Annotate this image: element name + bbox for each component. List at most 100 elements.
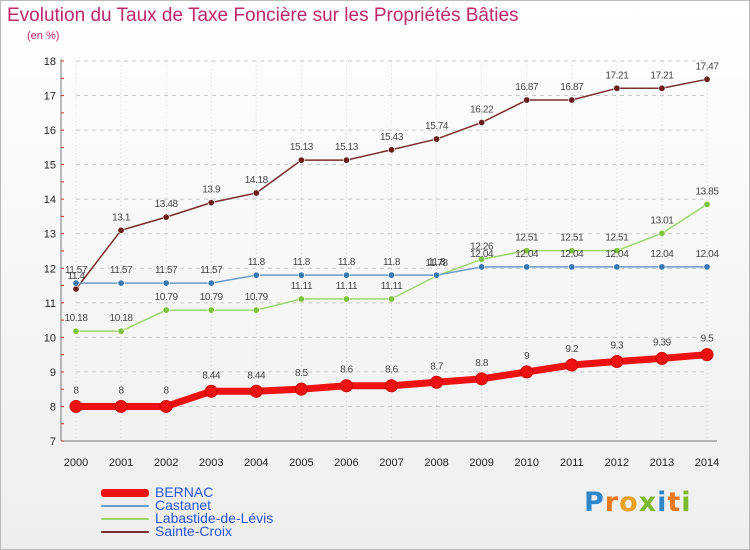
data-label: 12.51: [605, 233, 629, 244]
data-label: 9.39: [653, 337, 672, 348]
data-label: 16.87: [515, 82, 539, 93]
y-tick-label: 17: [44, 91, 56, 103]
data-point: [387, 146, 395, 154]
x-tick-label: 2014: [695, 457, 719, 469]
data-point: [252, 189, 260, 197]
legend-label: Labastide-de-Lévis: [155, 510, 274, 526]
data-point: [342, 295, 350, 303]
data-point: [159, 399, 173, 413]
legend-label: BERNAC: [155, 484, 214, 500]
y-tick-label: 15: [44, 160, 56, 172]
data-label: 12.04: [560, 249, 584, 260]
data-label: 11.8: [383, 257, 401, 268]
data-point: [162, 306, 170, 314]
data-label: 11.8: [248, 257, 266, 268]
logo-letter: r: [604, 487, 620, 518]
y-tick-label: 7: [50, 436, 56, 448]
data-point: [658, 84, 666, 92]
data-point: [565, 358, 579, 372]
data-point: [207, 306, 215, 314]
data-label: 13.9: [202, 185, 221, 196]
data-point: [613, 84, 621, 92]
data-label: 11.57: [155, 265, 178, 276]
data-point: [342, 271, 350, 279]
x-tick-label: 2005: [289, 457, 313, 469]
data-label: 17.21: [650, 70, 674, 81]
x-tick-label: 2000: [64, 457, 88, 469]
data-label: 8.8: [475, 358, 489, 369]
data-point: [72, 285, 80, 293]
x-tick-label: 2007: [379, 457, 403, 469]
y-tick-label: 8: [50, 401, 56, 413]
y-tick-label: 13: [44, 229, 56, 241]
data-label: 8.5: [295, 368, 309, 379]
data-label: 16.22: [470, 104, 494, 115]
data-point: [207, 199, 215, 207]
data-point: [162, 213, 170, 221]
data-point: [252, 306, 260, 314]
legend-item: Castanet: [101, 497, 273, 513]
y-tick-label: 9: [50, 367, 56, 379]
proxiti-logo: Proxiti: [584, 487, 692, 518]
data-label: 11.8: [293, 257, 311, 268]
data-label: 14.18: [245, 175, 269, 186]
data-point: [703, 200, 711, 208]
data-point: [387, 271, 395, 279]
data-label: 13.48: [155, 199, 179, 210]
data-label: 15.74: [425, 121, 449, 132]
y-tick-label: 16: [44, 125, 56, 137]
data-point: [204, 384, 218, 398]
data-label: 12.04: [470, 249, 494, 260]
data-point: [568, 247, 576, 255]
logo-letter: i: [681, 487, 692, 518]
data-point: [478, 263, 486, 271]
data-label: 11.8: [338, 257, 356, 268]
data-label: 8.44: [247, 370, 266, 381]
logo-letter: x: [638, 487, 658, 518]
data-point: [613, 247, 621, 255]
data-point: [430, 375, 444, 389]
data-point: [478, 255, 486, 263]
chart-unit-label: (en %): [27, 30, 60, 42]
data-label: 12.51: [515, 233, 539, 244]
data-label: 8: [118, 385, 124, 396]
data-point: [342, 156, 350, 164]
data-label: 17.21: [605, 70, 629, 81]
data-point: [249, 384, 263, 398]
y-tick-label: 14: [44, 194, 56, 206]
x-tick-label: 2003: [199, 457, 223, 469]
data-label: 11.57: [200, 265, 223, 276]
data-point: [117, 327, 125, 335]
legend-swatch: [101, 488, 149, 497]
data-point: [294, 382, 308, 396]
y-tick-label: 18: [44, 56, 56, 68]
data-point: [568, 96, 576, 104]
logo-letter: t: [667, 487, 682, 518]
data-point: [117, 279, 125, 287]
data-point: [703, 263, 711, 271]
data-point: [568, 263, 576, 271]
data-label: 8: [164, 385, 170, 396]
legend-swatch: [101, 517, 149, 520]
data-point: [252, 271, 260, 279]
data-label: 12.04: [515, 249, 539, 260]
data-label: 10.18: [64, 313, 88, 324]
legend-label: Castanet: [155, 497, 212, 513]
data-point: [700, 348, 714, 362]
data-point: [655, 351, 669, 365]
y-tick-label: 12: [44, 263, 56, 275]
data-label: 15.43: [380, 132, 404, 143]
data-label: 12.51: [560, 233, 584, 244]
legend-swatch: [101, 504, 149, 507]
x-tick-label: 2002: [154, 457, 178, 469]
data-point: [433, 135, 441, 143]
chart-legend: BERNAC Castanet Labastide-de-Lévis Sainte-C…: [101, 484, 274, 539]
data-label: 11.57: [110, 265, 133, 276]
data-label: 8.6: [340, 365, 354, 376]
data-point: [478, 118, 486, 126]
legend-label: Sainte-Croix: [155, 523, 233, 539]
data-label: 15.13: [335, 142, 359, 153]
logo-letter: P: [584, 487, 605, 518]
data-point: [658, 263, 666, 271]
x-tick-label: 2001: [109, 457, 133, 469]
